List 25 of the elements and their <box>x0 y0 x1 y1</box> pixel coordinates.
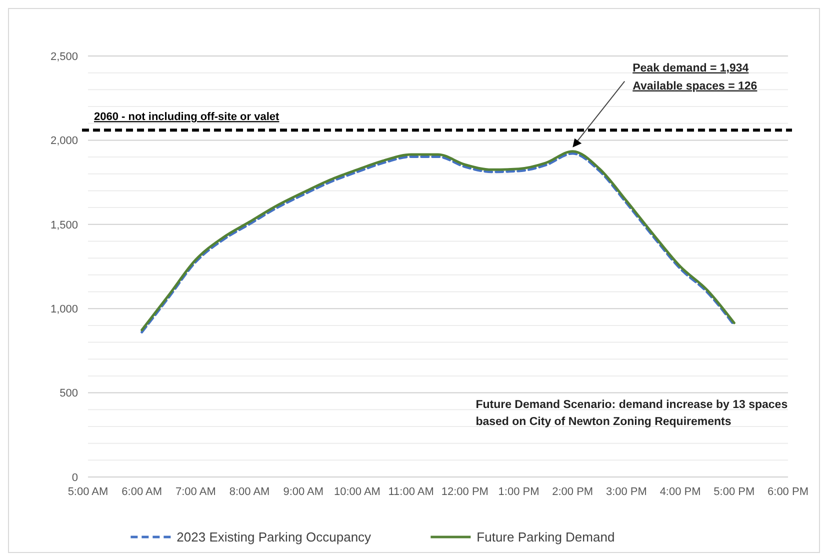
x-tick-label: 1:00 PM <box>498 486 540 498</box>
y-tick-label: 0 <box>72 472 78 484</box>
legend-label: 2023 Existing Parking Occupancy <box>176 530 372 545</box>
x-tick-label: 10:00 AM <box>334 486 380 498</box>
y-tick-label: 500 <box>60 388 78 400</box>
x-tick-label: 7:00 AM <box>176 486 216 498</box>
y-tick-label: 2,500 <box>50 50 78 63</box>
x-tick-label: 2:00 PM <box>552 486 594 498</box>
x-tick-label: 6:00 PM <box>768 486 808 498</box>
y-tick-label: 1,000 <box>50 303 78 316</box>
ref-line-label: 2060 - not including off-site or valet <box>94 111 280 124</box>
x-tick-label: 3:00 PM <box>606 486 647 498</box>
x-tick-label: 4:00 PM <box>660 486 701 498</box>
annotation: Future Demand Scenario: demand increase by 13 spaces based on City of Newton Zoning Requirements <box>476 398 788 428</box>
x-tick-label: 5:00 PM <box>714 486 755 498</box>
x-tick-label: 8:00 AM <box>229 486 270 498</box>
legend-label: Future Parking Demand <box>476 530 615 545</box>
x-tick-label: 9:00 AM <box>283 486 324 498</box>
annotation: Peak demand = 1,934 Available spaces = 126 <box>632 62 758 92</box>
x-tick-label: 11:00 AM <box>388 486 434 498</box>
y-tick-label: 1,500 <box>50 219 78 232</box>
x-tick-label: 12:00 PM <box>441 486 488 498</box>
y-tick-label: 2,000 <box>50 135 78 148</box>
x-tick-label: 5:00 AM <box>68 486 108 498</box>
x-tick-label: 6:00 AM <box>122 486 162 498</box>
